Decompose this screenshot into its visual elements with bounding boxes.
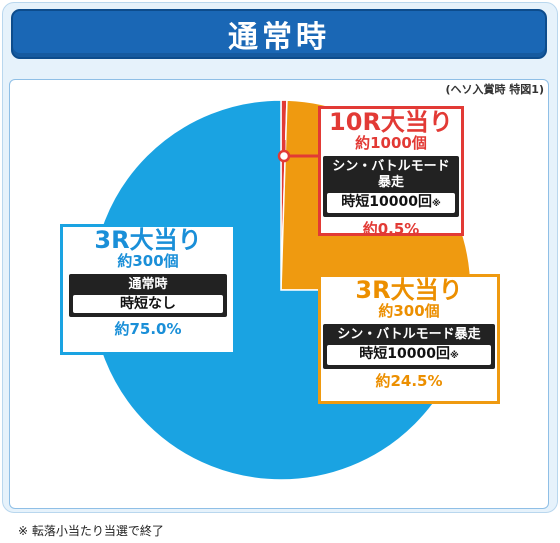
title-bar: 通常時 (11, 9, 547, 59)
slice-count: 約300個 (378, 302, 440, 320)
slice-label-box-normal: 3R大当り 約300個 通常時 時短なし 約75.0% (60, 224, 236, 355)
asterisk-mark: ※ (431, 199, 441, 209)
leader-dot-10r (277, 149, 291, 163)
mode-value: 時短10000回※ (327, 345, 491, 365)
slice-percent: 約0.5% (362, 220, 420, 238)
trigger-note: (ヘソ入賞時 特図1) (445, 83, 544, 96)
mode-panel: シン・バトルモード暴走 時短10000回※ (323, 156, 459, 217)
slice-count: 約300個 (117, 252, 179, 270)
mode-label: 通常時 (128, 277, 168, 292)
slice-name: 10R大当り (329, 108, 453, 136)
slice-label-box-10r: 10R大当り 約1000個 シン・バトルモード暴走 時短10000回※ 約0.5… (318, 106, 464, 238)
slice-percent: 約75.0% (114, 320, 182, 338)
slice-label-box-3r-rush: 3R大当り 約300個 シン・バトルモード暴走 時短10000回※ 約24.5% (318, 274, 500, 404)
mode-value: 時短なし (73, 295, 223, 313)
mode-label: シン・バトルモード暴走 (337, 327, 481, 342)
asterisk-mark: ※ (449, 351, 459, 361)
mode-value: 時短10000回※ (327, 193, 455, 213)
page-title: 通常時 (228, 20, 330, 55)
mode-panel: 通常時 時短なし (69, 274, 227, 317)
slice-count: 約1000個 (355, 134, 427, 152)
mode-panel: シン・バトルモード暴走 時短10000回※ (323, 324, 495, 369)
footnote: ※ 転落小当たり当選で終了 (18, 524, 164, 538)
mode-label: シン・バトルモード暴走 (332, 159, 450, 190)
slice-name: 3R大当り (355, 276, 463, 304)
slice-percent: 約24.5% (375, 372, 443, 390)
slice-name: 3R大当り (94, 226, 202, 254)
